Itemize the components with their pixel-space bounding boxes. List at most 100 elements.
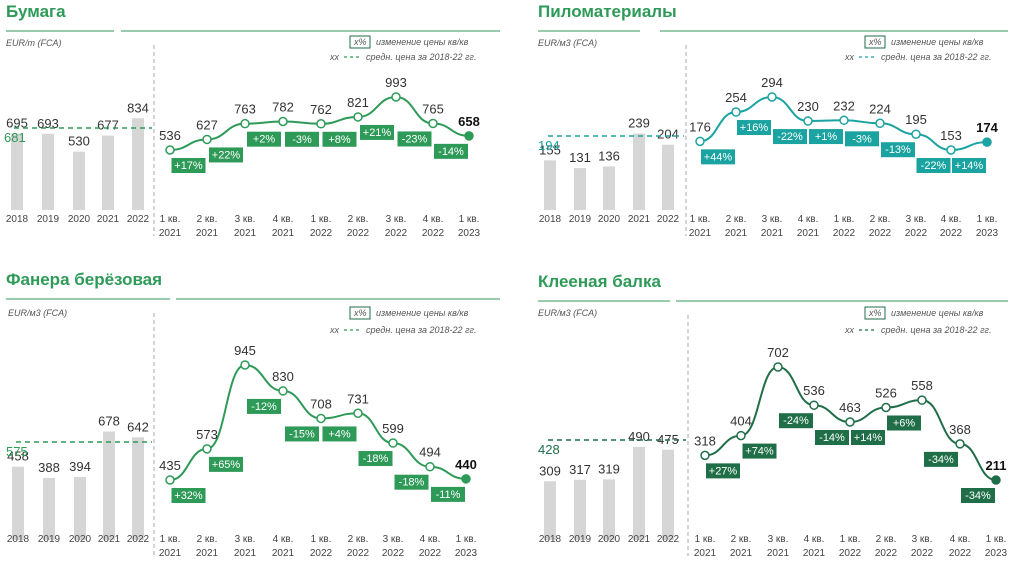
unit-label: EUR/м3 (FCA): [538, 308, 597, 318]
annual-bar: [603, 479, 615, 540]
qoq-badge-label: +21%: [363, 127, 392, 139]
quarterly-point: [700, 450, 710, 461]
quarter-year-tick: 2022: [833, 228, 856, 239]
quarterly-value: 195: [905, 112, 927, 127]
quarterly-value: 765: [422, 101, 444, 116]
quarterly-point: [839, 115, 849, 126]
qoq-badge: [851, 430, 885, 446]
qoq-badge: [431, 486, 465, 502]
annual-value: 530: [68, 134, 90, 149]
qoq-badge: [809, 129, 843, 145]
legend-avg-marker: xx: [844, 325, 855, 335]
quarter-year-tick: 2023: [976, 228, 999, 239]
quarter-tick: 4 кв.: [420, 534, 441, 545]
quarter-tick: 2 кв.: [870, 214, 891, 225]
quarterly-value: 782: [272, 99, 294, 114]
average-value: 681: [4, 130, 26, 145]
quarter-tick: 3 кв.: [386, 214, 407, 225]
quarterly-value: 821: [347, 95, 369, 110]
annual-tick: 2021: [98, 534, 121, 545]
qoq-badge-label: -12%: [251, 401, 277, 413]
qoq-badge-label: -34%: [965, 490, 991, 502]
annual-value: 388: [38, 460, 60, 475]
annual-value: 239: [628, 116, 650, 131]
quarter-tick: 3 кв.: [768, 534, 789, 545]
legend-box-label: x%: [868, 308, 882, 318]
quarterly-point: [278, 116, 288, 127]
quarterly-value: 945: [234, 343, 256, 358]
quarter-year-tick: 2021: [694, 548, 717, 559]
annual-value: 677: [97, 118, 119, 133]
quarter-tick: 1 кв.: [160, 214, 181, 225]
quarterly-point: [917, 395, 927, 405]
quarterly-value: 993: [385, 75, 407, 90]
quarter-tick: 3 кв.: [912, 534, 933, 545]
qoq-badge: [434, 143, 468, 159]
legend-avg-marker: xx: [329, 325, 340, 335]
qoq-badge: [773, 129, 807, 145]
quarter-tick: 4 кв.: [804, 534, 825, 545]
quarter-tick: 1 кв.: [160, 534, 181, 545]
quarter-year-tick: 2022: [347, 548, 370, 559]
annual-tick: 2018: [539, 534, 562, 545]
qoq-badge-label: +16%: [740, 122, 769, 134]
quarterly-point: [736, 430, 746, 441]
annual-tick: 2022: [127, 214, 150, 225]
legend-change-text: изменение цены кв/кв: [376, 37, 469, 47]
quarter-year-tick: 2021: [689, 228, 712, 239]
quarter-tick: 2 кв.: [731, 534, 752, 545]
quarter-year-tick: 2022: [347, 228, 370, 239]
quarter-year-tick: 2022: [905, 228, 928, 239]
quarterly-value: 702: [767, 345, 789, 360]
annual-tick: 2019: [37, 214, 60, 225]
qoq-badge: [360, 124, 394, 140]
quarterly-value: 526: [875, 386, 897, 401]
annual-value: 309: [539, 463, 561, 478]
legend-avg-text: средн. цена за 2018-22 гг.: [881, 325, 991, 335]
quarterly-value: 627: [196, 117, 218, 132]
legend-avg-marker: xx: [844, 52, 855, 62]
quarterly-value: 211: [986, 458, 1007, 473]
qoq-badge: [845, 131, 879, 147]
quarter-tick: 1 кв.: [695, 534, 716, 545]
quarter-year-tick: 2021: [725, 228, 748, 239]
legend-change-text: изменение цены кв/кв: [891, 37, 984, 47]
quarter-tick: 1 кв.: [690, 214, 711, 225]
quarterly-point: [316, 413, 326, 424]
chart-title: Клееная балка: [538, 272, 661, 291]
quarterly-point: [165, 475, 175, 485]
annual-tick: 2020: [69, 534, 92, 545]
legend-change-text: изменение цены кв/кв: [891, 308, 984, 318]
qoq-badge-label: -14%: [438, 146, 464, 158]
chart-lumber: Пиломатериалы EUR/м3 (FCA) x% изменение цен…: [538, 2, 1008, 239]
annual-value: 695: [6, 116, 28, 131]
qoq-badge-label: -14%: [819, 432, 845, 444]
qoq-badge-label: +22%: [212, 149, 241, 161]
quarterly-value: 254: [725, 90, 747, 105]
qoq-badge: [815, 430, 849, 446]
qoq-badge-label: -15%: [289, 428, 315, 440]
quarterly-value: 176: [689, 119, 711, 134]
annual-value: 693: [37, 116, 59, 131]
quarterly-point: [875, 118, 885, 129]
annual-bar: [544, 160, 556, 210]
qoq-badge: [742, 443, 777, 459]
quarterly-value: 153: [940, 128, 962, 143]
qoq-badge-label: +65%: [212, 459, 241, 471]
annual-value: 131: [569, 150, 591, 165]
qoq-badge: [916, 158, 951, 173]
annual-tick: 2021: [628, 214, 651, 225]
annual-value: 678: [98, 414, 120, 429]
quarter-tick: 4 кв.: [273, 534, 294, 545]
qoq-badge: [322, 131, 357, 147]
qoq-badge: [322, 426, 357, 442]
quarterly-value: 224: [869, 101, 891, 116]
annual-value: 834: [127, 100, 149, 115]
qoq-badge-label: +4%: [328, 428, 351, 440]
quarterly-value: 536: [803, 383, 825, 398]
quarter-tick: 1 кв.: [986, 534, 1007, 545]
quarter-year-tick: 2021: [803, 548, 826, 559]
quarterly-point: [316, 119, 326, 129]
legend-avg-marker: xx: [329, 52, 340, 62]
quarter-tick: 3 кв.: [762, 214, 783, 225]
